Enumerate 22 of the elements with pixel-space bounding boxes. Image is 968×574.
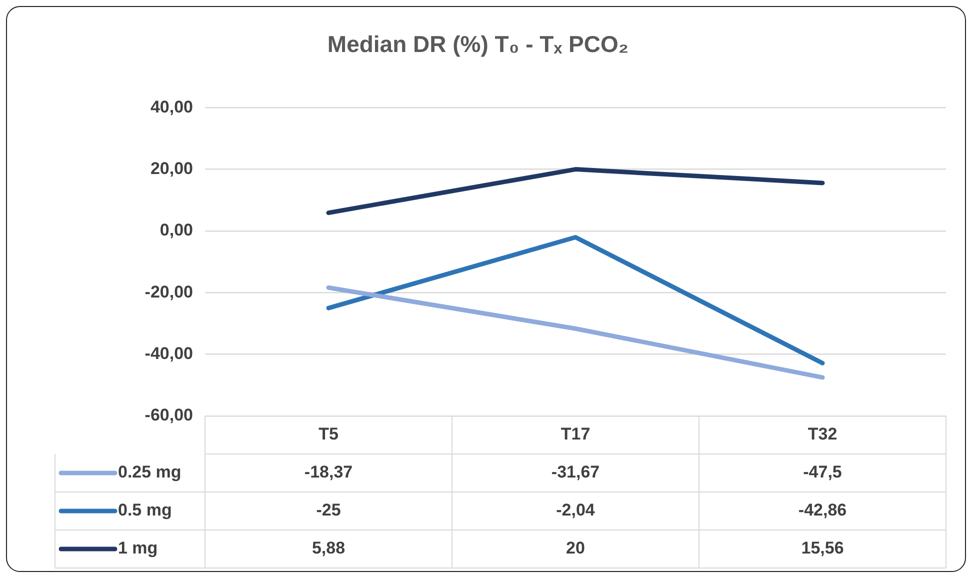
y-tick-label: -60,00 xyxy=(144,406,193,425)
legend-label: 0.5 mg xyxy=(118,500,172,520)
y-tick-label: 0,00 xyxy=(160,220,193,240)
data-label: -25 xyxy=(316,500,341,520)
y-tick-label: 40,00 xyxy=(150,97,193,116)
y-tick-label: -40,00 xyxy=(144,344,193,364)
y-tick-label: -20,00 xyxy=(144,282,193,302)
data-label: -31,67 xyxy=(551,462,600,482)
x-tick-label: T5 xyxy=(318,424,338,444)
legend-label: 1 mg xyxy=(118,538,158,558)
data-label: 5,88 xyxy=(312,538,346,558)
data-label: -2,04 xyxy=(556,500,596,520)
legend-label: 0.25 mg xyxy=(118,462,182,482)
x-tick-label: T17 xyxy=(560,424,590,444)
chart-title: Median DR (%) T₀ - Tₓ PCO₂ xyxy=(327,31,629,58)
x-tick-label: T32 xyxy=(808,424,838,444)
data-label: -42,86 xyxy=(798,500,847,520)
data-label: -18,37 xyxy=(304,462,353,482)
y-tick-label: 20,00 xyxy=(150,158,193,178)
data-label: 20 xyxy=(566,538,585,558)
data-label: -47,5 xyxy=(803,462,842,482)
data-label: 15,56 xyxy=(801,538,844,558)
